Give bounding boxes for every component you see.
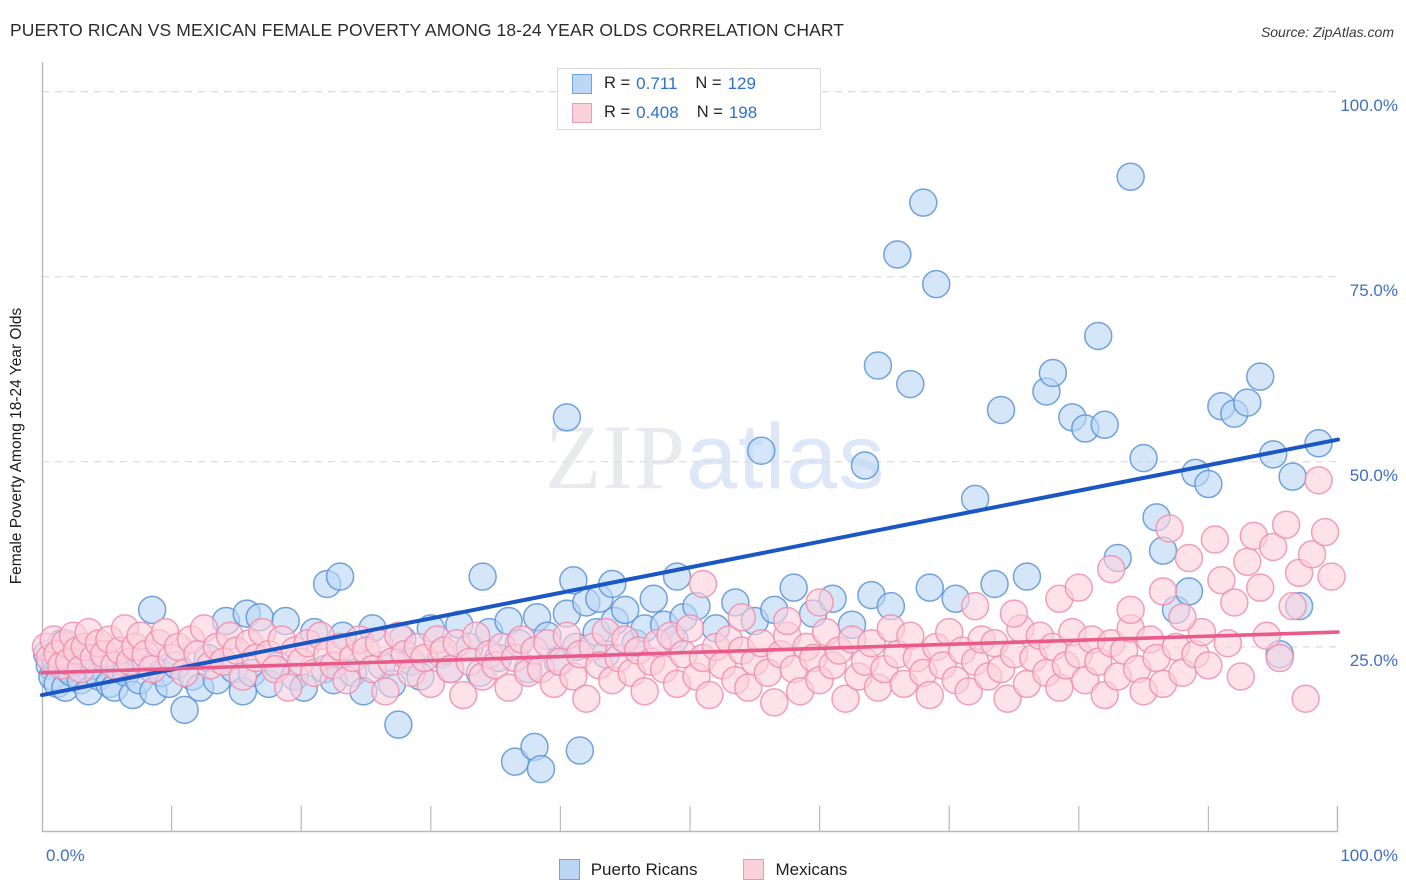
series-label-mexicans: Mexicans	[775, 859, 848, 879]
correlation-legend: R = 0.711 N = 129 R = 0.408 N = 198	[557, 68, 821, 130]
scatter-svg	[31, 62, 1346, 833]
page-title: PUERTO RICAN VS MEXICAN FEMALE POVERTY A…	[10, 20, 845, 40]
n-label-blue: N =	[695, 74, 722, 92]
n-label-pink: N =	[696, 103, 723, 121]
x-tick-label-min: 0.0%	[46, 846, 85, 865]
legend-row-mexicans: R = 0.408 N = 198	[558, 98, 820, 127]
series-swatch-blue	[558, 859, 580, 880]
x-tick-label-max: 100.0%	[1340, 846, 1398, 865]
series-swatch-pink	[743, 859, 765, 880]
legend-row-puerto-ricans: R = 0.711 N = 129	[558, 69, 820, 98]
series-label-puerto-ricans: Puerto Ricans	[590, 859, 698, 879]
series-legend-item-mexicans[interactable]: Mexicans	[743, 859, 847, 880]
n-value-blue: 129	[727, 73, 756, 93]
source-attribution: Source: ZipAtlas.com	[1260, 24, 1394, 40]
y-tick-label: 100.0%	[1340, 95, 1398, 115]
series-legend-item-puerto-ricans[interactable]: Puerto Ricans	[558, 859, 698, 880]
y-axis-title: Female Poverty Among 18-24 Year Olds	[8, 307, 25, 585]
legend-swatch-blue	[572, 73, 592, 94]
plot-area	[31, 62, 1346, 833]
series-legend: Puerto Ricans Mexicans	[0, 859, 1406, 880]
legend-swatch-pink	[572, 102, 592, 123]
y-tick-label: 25.0%	[1349, 650, 1398, 670]
trend-line-puerto-ricans	[40, 437, 1340, 698]
y-tick-label: 50.0%	[1349, 465, 1398, 485]
y-tick-label: 75.0%	[1349, 280, 1398, 300]
r-value-blue: 0.711	[636, 73, 678, 93]
n-value-pink: 198	[728, 102, 758, 122]
r-label-blue: R =	[604, 74, 631, 92]
r-value-pink: 0.408	[636, 102, 679, 122]
series-points-mexicans	[31, 466, 1346, 717]
trend-line-mexicans	[40, 630, 1340, 675]
r-label-pink: R =	[604, 103, 631, 121]
axis-lines	[41, 62, 1339, 833]
